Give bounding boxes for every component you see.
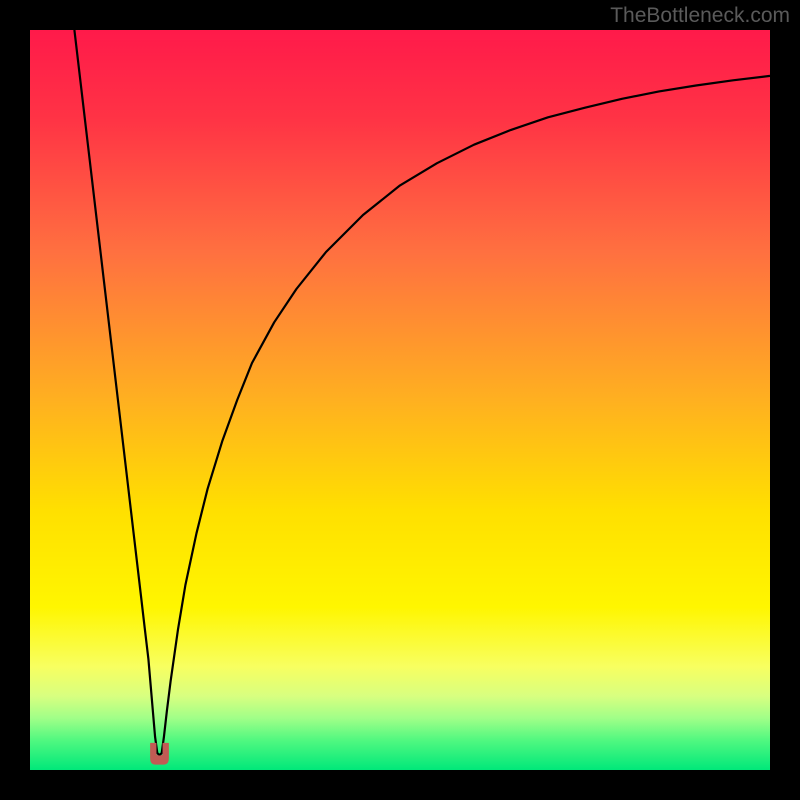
bottleneck-chart: [0, 0, 800, 800]
chart-container: TheBottleneck.com: [0, 0, 800, 800]
chart-gradient-background: [30, 30, 770, 770]
watermark-text: TheBottleneck.com: [610, 4, 790, 28]
